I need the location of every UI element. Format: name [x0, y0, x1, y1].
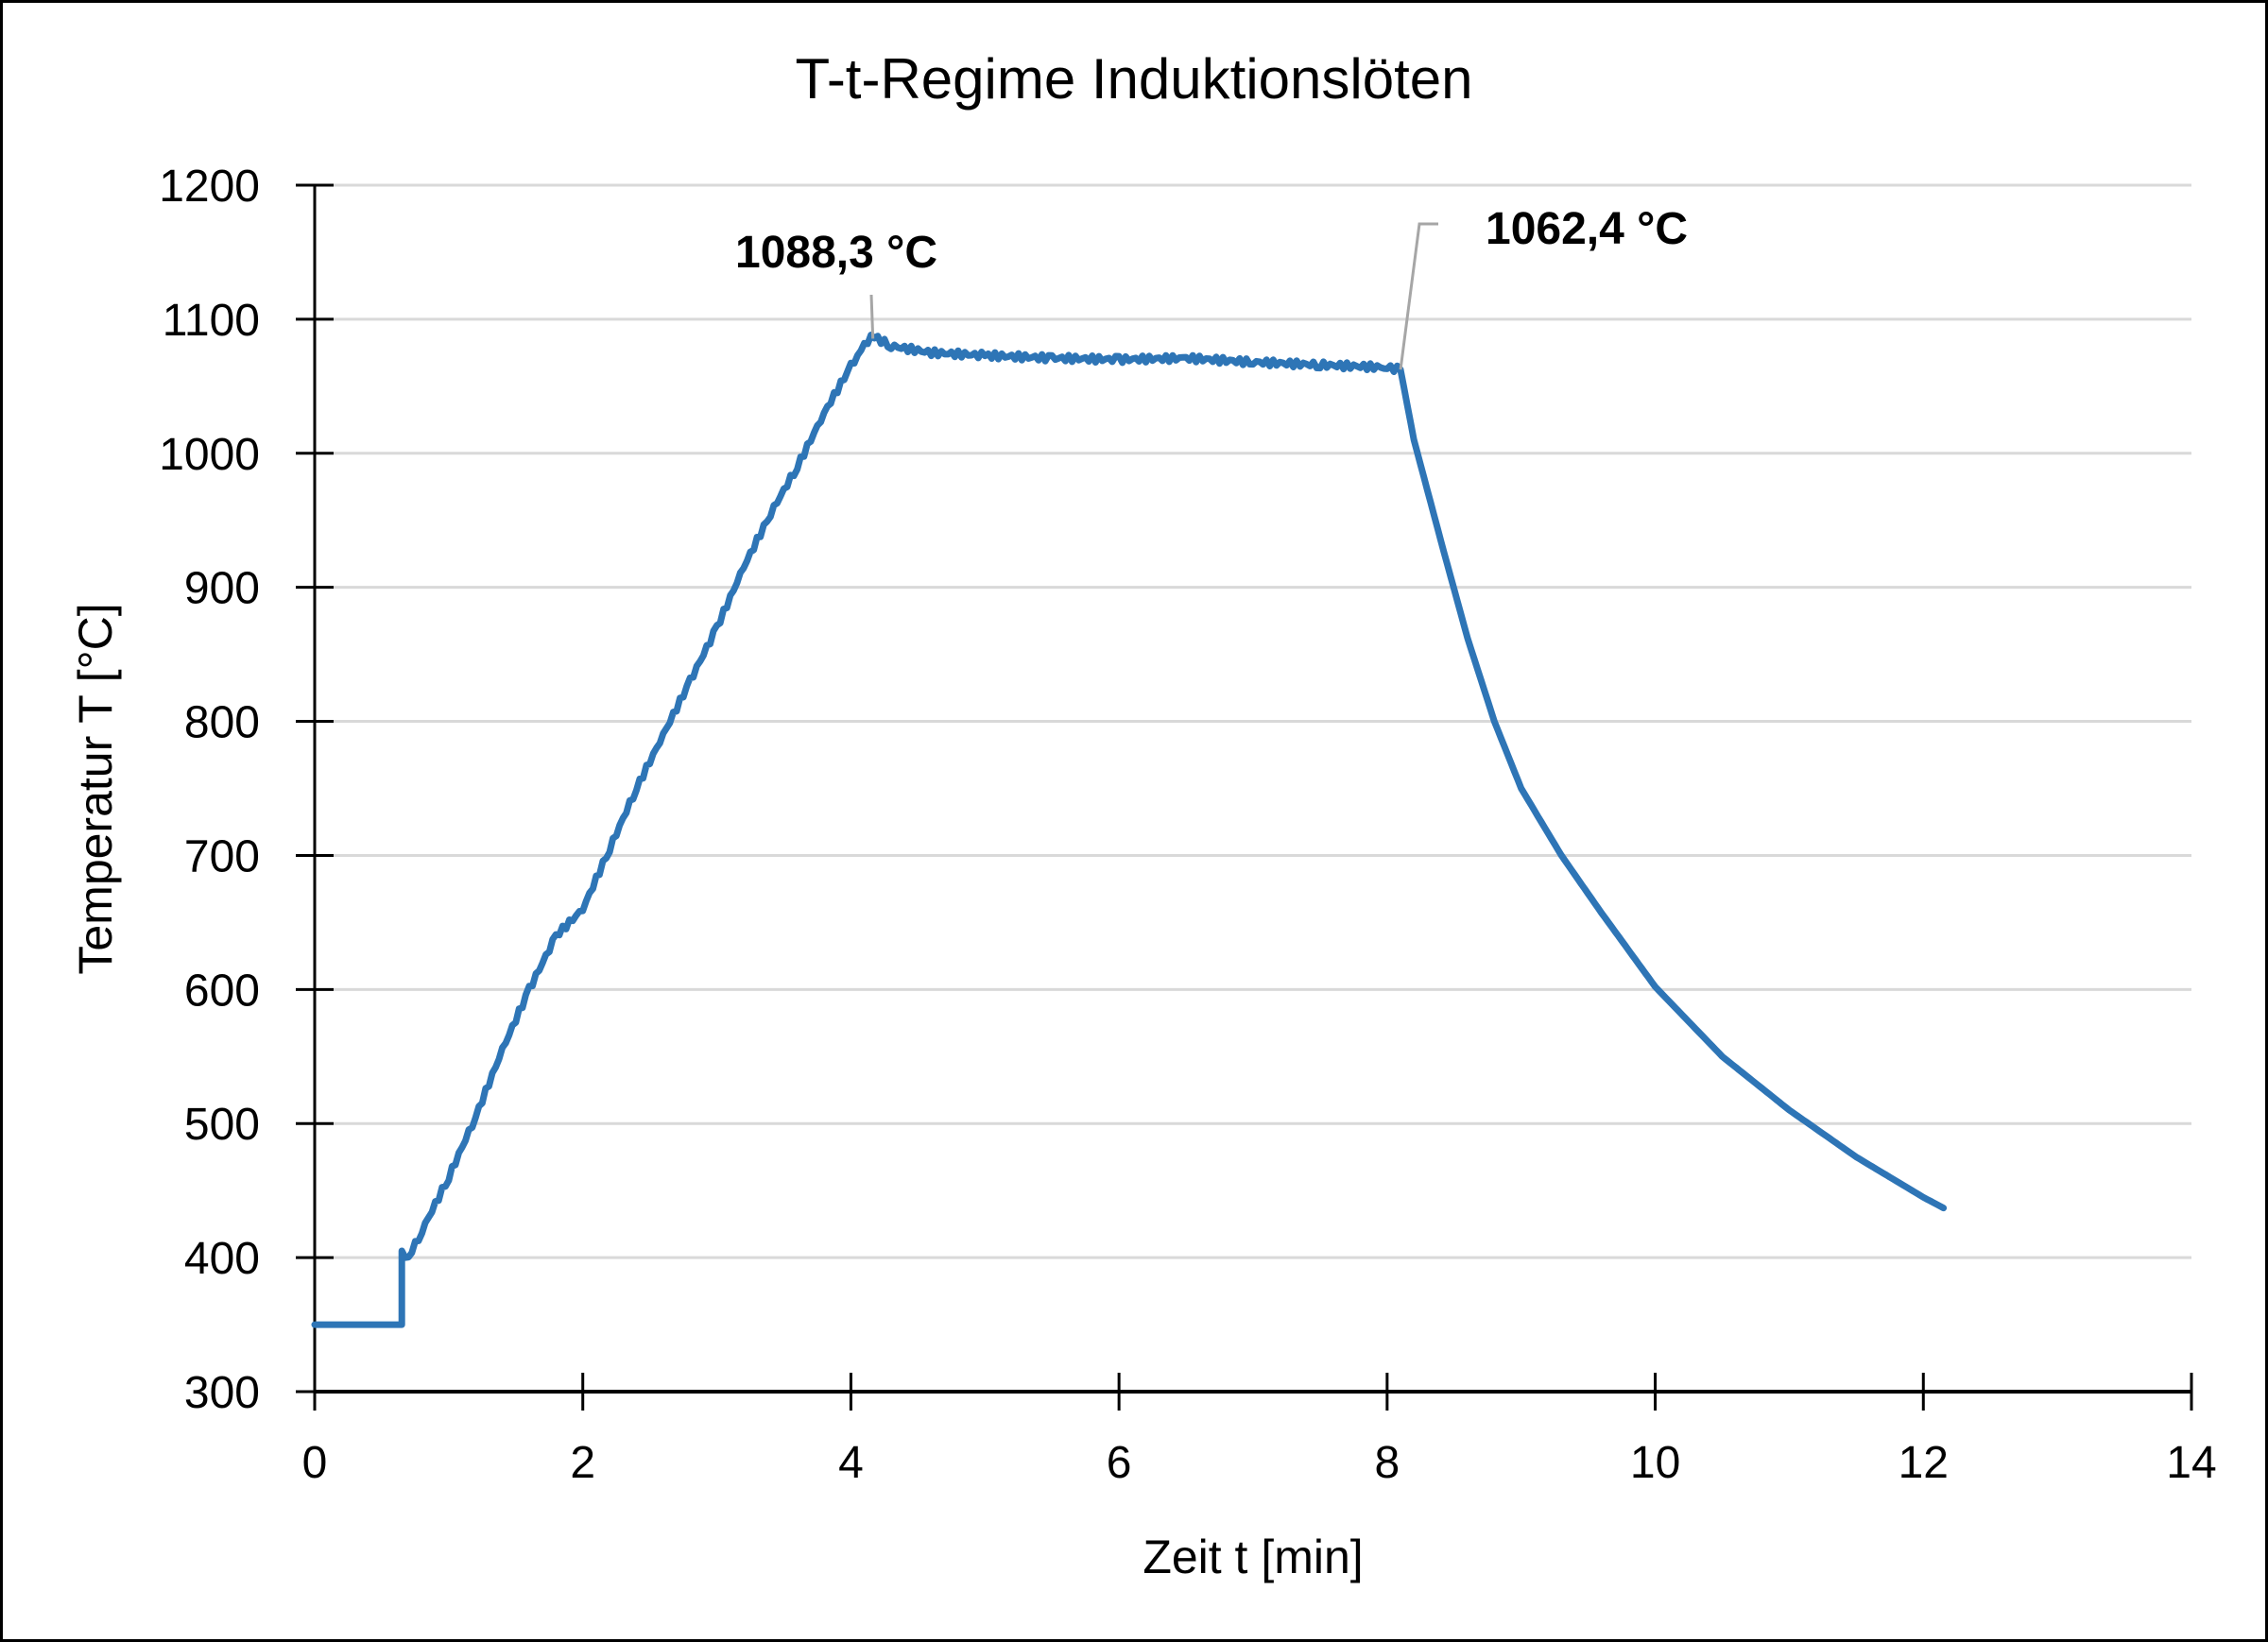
- y-tick-label: 700: [184, 831, 260, 881]
- y-axis-ticks: 300 400 500 600 700 800 900 1000 1100 1200: [159, 162, 334, 1418]
- annotation-leader-line: [869, 294, 875, 339]
- x-tick-label: 12: [1899, 1438, 1949, 1488]
- x-axis-label: Zeit t [min]: [1143, 1531, 1363, 1583]
- gridlines: [334, 183, 2191, 1259]
- annotation-end-label: 1062,4 °C: [1486, 204, 1688, 254]
- x-tick-label: 14: [2166, 1438, 2216, 1488]
- annotations: 1088,3 °C 1062,4 °C: [735, 204, 1688, 370]
- y-tick-label: 300: [184, 1368, 260, 1418]
- annotation-leader-line: [1399, 222, 1438, 370]
- x-tick-label: 4: [838, 1438, 864, 1488]
- chart-title: T-t-Regime Induktionslöten: [795, 47, 1472, 111]
- series-line-temperatur: [311, 332, 1948, 1328]
- annotation-peak-label: 1088,3 °C: [735, 228, 937, 278]
- y-tick-label: 1000: [159, 430, 260, 480]
- y-tick-label: 400: [184, 1234, 260, 1284]
- x-tick-label: 2: [570, 1438, 595, 1488]
- axes: [313, 185, 2191, 1411]
- y-tick-label: 500: [184, 1100, 260, 1150]
- x-tick-label: 6: [1107, 1438, 1132, 1488]
- y-tick-label: 900: [184, 564, 260, 614]
- y-tick-label: 800: [184, 698, 260, 748]
- series-group: [311, 332, 1948, 1328]
- y-tick-label: 1200: [159, 162, 260, 212]
- x-tick-label: 10: [1630, 1438, 1680, 1488]
- x-axis-ticks: 0 2 4 6 8 10 12 14: [302, 1373, 2217, 1488]
- y-axis-label: Temperatur T [°C]: [69, 603, 122, 974]
- y-tick-label: 600: [184, 966, 260, 1016]
- x-tick-label: 8: [1375, 1438, 1400, 1488]
- x-tick-label: 0: [302, 1438, 328, 1488]
- y-tick-label: 1100: [163, 296, 260, 346]
